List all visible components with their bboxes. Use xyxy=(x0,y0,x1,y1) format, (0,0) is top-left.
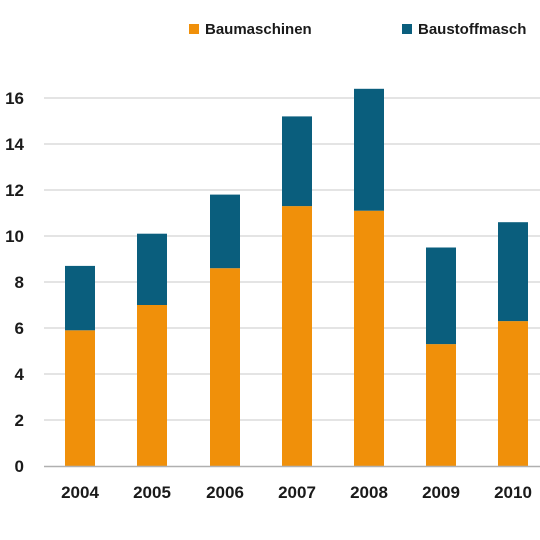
bar-baustoffmasch-2009 xyxy=(426,247,456,345)
x-tick-label: 2007 xyxy=(278,483,316,502)
legend-label: Baumaschinen xyxy=(205,21,312,38)
bar-baustoffmasch-2008 xyxy=(354,88,384,211)
bar-baustoffmasch-2004 xyxy=(65,265,95,331)
bar-baustoffmasch-2005 xyxy=(137,233,167,305)
y-tick-label: 10 xyxy=(5,227,24,246)
legend-swatch xyxy=(402,24,412,34)
bar-baustoffmasch-2007 xyxy=(282,116,312,207)
bar-baumaschinen-2010 xyxy=(498,321,528,466)
bar-baumaschinen-2009 xyxy=(426,344,456,466)
y-tick-label: 16 xyxy=(5,89,24,108)
y-tick-label: 0 xyxy=(15,457,24,476)
y-tick-label: 2 xyxy=(15,411,24,430)
x-tick-label: 2008 xyxy=(350,483,388,502)
y-tick-label: 4 xyxy=(15,365,25,384)
bar-baumaschinen-2006 xyxy=(210,268,240,466)
legend-swatch xyxy=(189,24,199,34)
x-tick-label: 2010 xyxy=(494,483,532,502)
x-tick-label: 2005 xyxy=(133,483,171,502)
bars xyxy=(65,88,528,466)
y-tick-label: 8 xyxy=(15,273,24,292)
x-axis-ticks: 2004 2005 2006 2007 2008 2009 2010 xyxy=(61,483,532,502)
x-tick-label: 2006 xyxy=(206,483,244,502)
y-tick-label: 6 xyxy=(15,319,24,338)
x-tick-label: 2004 xyxy=(61,483,99,502)
bar-baumaschinen-2007 xyxy=(282,206,312,466)
y-axis-ticks: 0 2 4 6 8 10 12 14 16 xyxy=(5,89,24,476)
bar-baumaschinen-2008 xyxy=(354,210,384,466)
y-tick-label: 14 xyxy=(5,135,24,154)
bar-baumaschinen-2004 xyxy=(65,330,95,466)
y-tick-label: 12 xyxy=(5,181,24,200)
x-tick-label: 2009 xyxy=(422,483,460,502)
bar-baustoffmasch-2006 xyxy=(210,194,240,269)
legend: Baumaschinen Baustoffmasch xyxy=(189,21,526,38)
legend-label: Baustoffmasch xyxy=(418,21,526,38)
bar-baustoffmasch-2010 xyxy=(498,222,528,322)
bar-baumaschinen-2005 xyxy=(137,305,167,466)
